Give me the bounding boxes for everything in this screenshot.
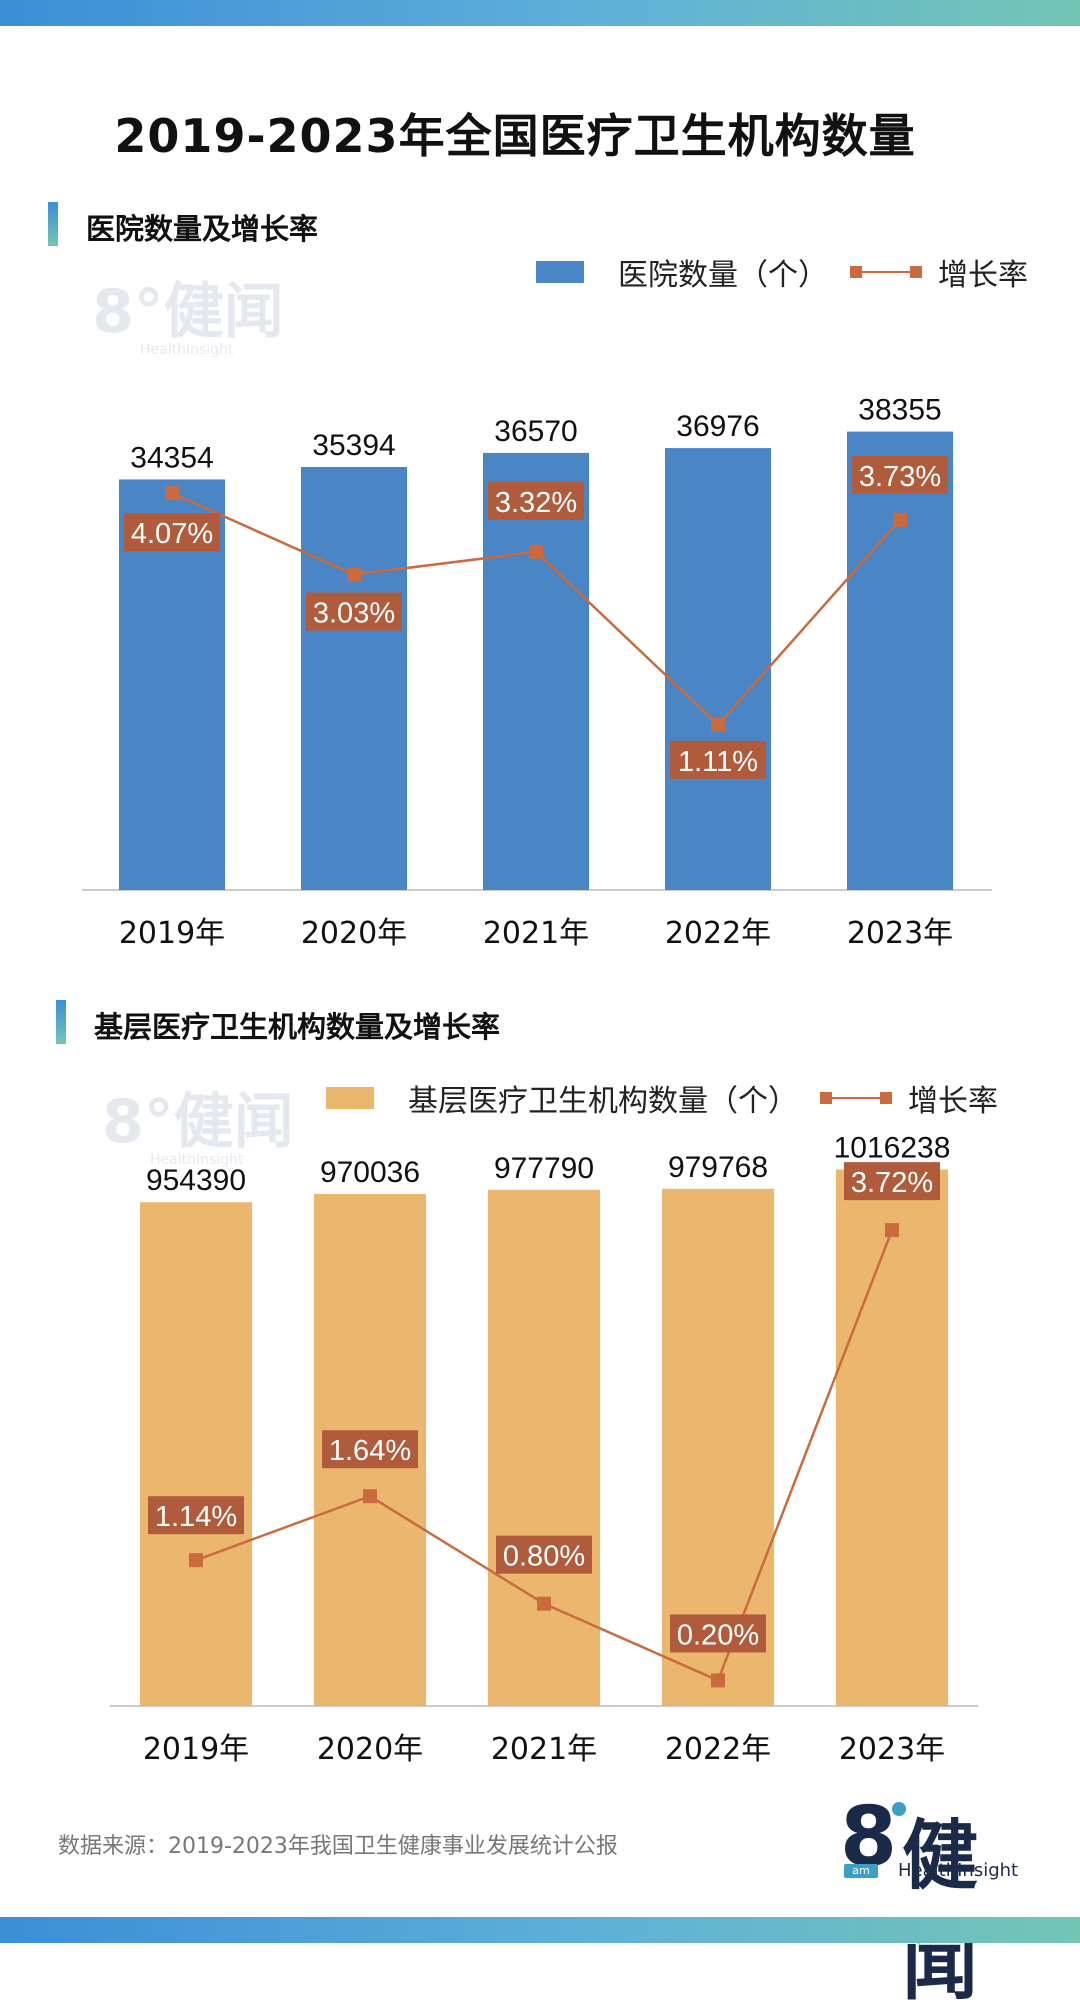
data-source-note: 数据来源：2019-2023年我国卫生健康事业发展统计公报 — [58, 1834, 618, 1859]
x-tick-label: 2023年 — [839, 1732, 945, 1767]
section-marker — [48, 202, 58, 246]
growth-rate-point — [893, 512, 907, 527]
growth-rate-label: 1.64% — [329, 1435, 411, 1467]
bar-value-label: 1016238 — [834, 1132, 951, 1165]
growth-rate-label-bg — [670, 740, 766, 779]
legend-primary-care: 基层医疗卫生机构数量（个） 增长率 — [326, 1076, 998, 1120]
growth-rate-point — [189, 1553, 203, 1568]
legend-hospitals: 医院数量（个） 增长率 — [536, 250, 1028, 294]
bar — [836, 1169, 948, 1706]
growth-rate-label: 3.73% — [859, 461, 941, 493]
growth-rate-label-bg — [322, 1430, 418, 1469]
growth-rate-label-bg — [148, 1496, 244, 1535]
watermark: 8°健闻 HealthInsight — [92, 277, 284, 358]
section-title-text: 医院数量及增长率 — [86, 212, 319, 246]
growth-rate-label-bg — [670, 1614, 766, 1653]
bar-value-label: 36976 — [676, 410, 759, 443]
legend-bar-label: 医院数量（个） — [618, 258, 828, 293]
bar-value-label: 954390 — [146, 1164, 246, 1197]
growth-rate-point — [165, 486, 179, 501]
growth-rate-label: 4.07% — [131, 518, 213, 550]
x-tick-label: 2022年 — [665, 916, 771, 951]
top-gradient-bar — [0, 0, 1080, 26]
bar-value-label: 970036 — [320, 1156, 420, 1189]
bar — [140, 1202, 252, 1706]
growth-rate-point — [711, 1673, 725, 1688]
legend-bar-swatch — [326, 1087, 374, 1109]
bar — [847, 431, 953, 890]
bar-value-label: 34354 — [130, 441, 213, 474]
bar — [488, 1189, 600, 1706]
x-tick-label: 2021年 — [491, 1732, 597, 1767]
growth-rate-label: 0.20% — [677, 1619, 759, 1651]
legend-bar-swatch — [536, 261, 584, 283]
growth-rate-label-bg — [496, 1535, 592, 1574]
x-tick-label: 2023年 — [847, 916, 953, 951]
section-marker — [56, 1000, 66, 1044]
legend-line-swatch — [820, 1086, 892, 1110]
growth-rate-point — [537, 1596, 551, 1611]
bar-value-label: 38355 — [858, 394, 941, 427]
watermark: 8°健闻 HealthInsight — [102, 1087, 294, 1168]
bottom-gradient-bar — [0, 1917, 1080, 1943]
growth-rate-label: 3.72% — [851, 1167, 933, 1199]
growth-rate-point — [529, 544, 543, 559]
primary-care-chart: 954390 2019年 970036 2020年 977790 2021年 979768 2… — [110, 1132, 978, 1767]
growth-rate-label-bg — [306, 592, 402, 631]
growth-rate-label: 1.11% — [678, 746, 758, 778]
hospital-chart: 34354 2019年 35394 2020年 36570 2021年 36976 2022年… — [82, 394, 992, 951]
bar — [665, 448, 771, 890]
growth-rate-label: 0.80% — [503, 1541, 585, 1573]
growth-rate-label-bg — [488, 481, 584, 520]
bar-value-label: 979768 — [668, 1151, 768, 1184]
x-tick-label: 2021年 — [483, 916, 589, 951]
x-tick-label: 2020年 — [301, 916, 407, 951]
section-title-primary-care: 基层医疗卫生机构数量及增长率 — [56, 1000, 501, 1046]
bar-value-label: 35394 — [312, 429, 395, 462]
x-tick-label: 2022年 — [665, 1732, 771, 1767]
bar — [301, 466, 407, 890]
growth-rate-point — [711, 717, 725, 732]
x-tick-label: 2019年 — [119, 916, 225, 951]
healthinsight-logo: 8 健闻 am HealthInsight — [840, 1790, 1019, 2010]
bar — [483, 452, 589, 890]
section-title-text: 基层医疗卫生机构数量及增长率 — [94, 1010, 501, 1044]
growth-rate-label: 1.14% — [155, 1501, 237, 1533]
growth-rate-point — [885, 1223, 899, 1238]
growth-rate-label-bg — [124, 513, 220, 552]
legend-line-label: 增长率 — [938, 258, 1028, 293]
growth-rate-label-bg — [844, 1162, 940, 1201]
bar-value-label: 36570 — [494, 415, 577, 448]
legend-bar-label: 基层医疗卫生机构数量（个） — [408, 1084, 798, 1119]
x-tick-label: 2020年 — [317, 1732, 423, 1767]
legend-line-swatch — [850, 260, 922, 284]
growth-rate-point — [363, 1489, 377, 1504]
legend-line-label: 增长率 — [908, 1084, 998, 1119]
growth-rate-label-bg — [852, 455, 948, 494]
growth-rate-point — [347, 567, 361, 582]
section-title-hospitals: 医院数量及增长率 — [48, 202, 319, 248]
growth-rate-label: 3.03% — [313, 598, 395, 630]
page-title: 2019-2023年全国医疗卫生机构数量 — [114, 109, 916, 163]
x-tick-label: 2019年 — [143, 1732, 249, 1767]
growth-rate-label: 3.32% — [495, 487, 577, 519]
bar-value-label: 977790 — [494, 1152, 594, 1185]
